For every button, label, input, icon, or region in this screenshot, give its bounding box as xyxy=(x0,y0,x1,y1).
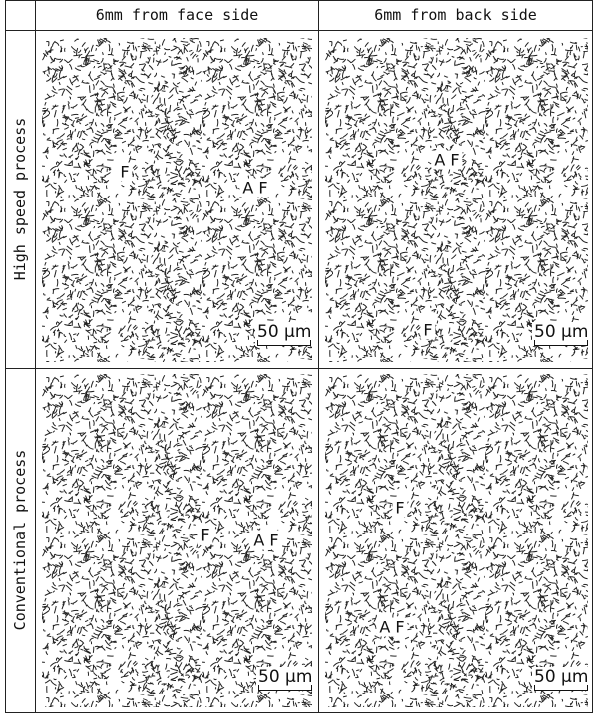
scale-bar-line xyxy=(257,340,312,346)
phase-label: F xyxy=(117,162,133,182)
phase-label: A F xyxy=(239,178,271,198)
scale-bar-line xyxy=(258,685,313,691)
row-label: Conventional process xyxy=(11,449,29,631)
row-label: High speed process xyxy=(11,117,29,281)
phase-label: A F xyxy=(250,530,282,550)
scale-bar-label: 50 μm xyxy=(534,322,589,342)
phase-label: F xyxy=(420,320,436,340)
column-header: 6mm from face side xyxy=(95,6,259,24)
scale-bar: 50 μm xyxy=(532,322,591,346)
scale-bar-label: 50 μm xyxy=(257,322,312,342)
scale-bar-line xyxy=(534,340,589,346)
phase-label: F xyxy=(392,498,408,518)
scale-bar: 50 μm xyxy=(256,667,315,691)
corner-cell xyxy=(5,0,36,31)
micrograph xyxy=(325,38,588,362)
micrograph xyxy=(42,38,312,362)
phase-label: F xyxy=(197,525,213,545)
scale-bar: 50 μm xyxy=(255,322,314,346)
micrograph xyxy=(325,374,588,707)
phase-label: A F xyxy=(376,617,408,637)
scale-bar-label: 50 μm xyxy=(534,667,589,687)
column-header: 6mm from back side xyxy=(374,6,537,24)
scale-bar-label: 50 μm xyxy=(258,667,313,687)
phase-label: A F xyxy=(431,150,463,170)
scale-bar-line xyxy=(534,685,589,691)
scale-bar: 50 μm xyxy=(532,667,591,691)
